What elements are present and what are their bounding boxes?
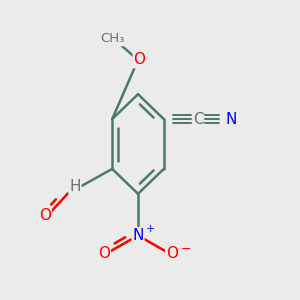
Text: O: O <box>134 52 146 68</box>
Text: +: + <box>146 224 155 234</box>
Text: N: N <box>132 228 144 243</box>
Text: O: O <box>166 246 178 261</box>
Text: O: O <box>39 208 51 223</box>
Text: −: − <box>181 242 191 256</box>
Text: CH₃: CH₃ <box>100 32 125 46</box>
Text: N: N <box>225 112 237 127</box>
Text: H: H <box>69 179 81 194</box>
Text: C: C <box>193 112 203 127</box>
Text: O: O <box>98 246 110 261</box>
